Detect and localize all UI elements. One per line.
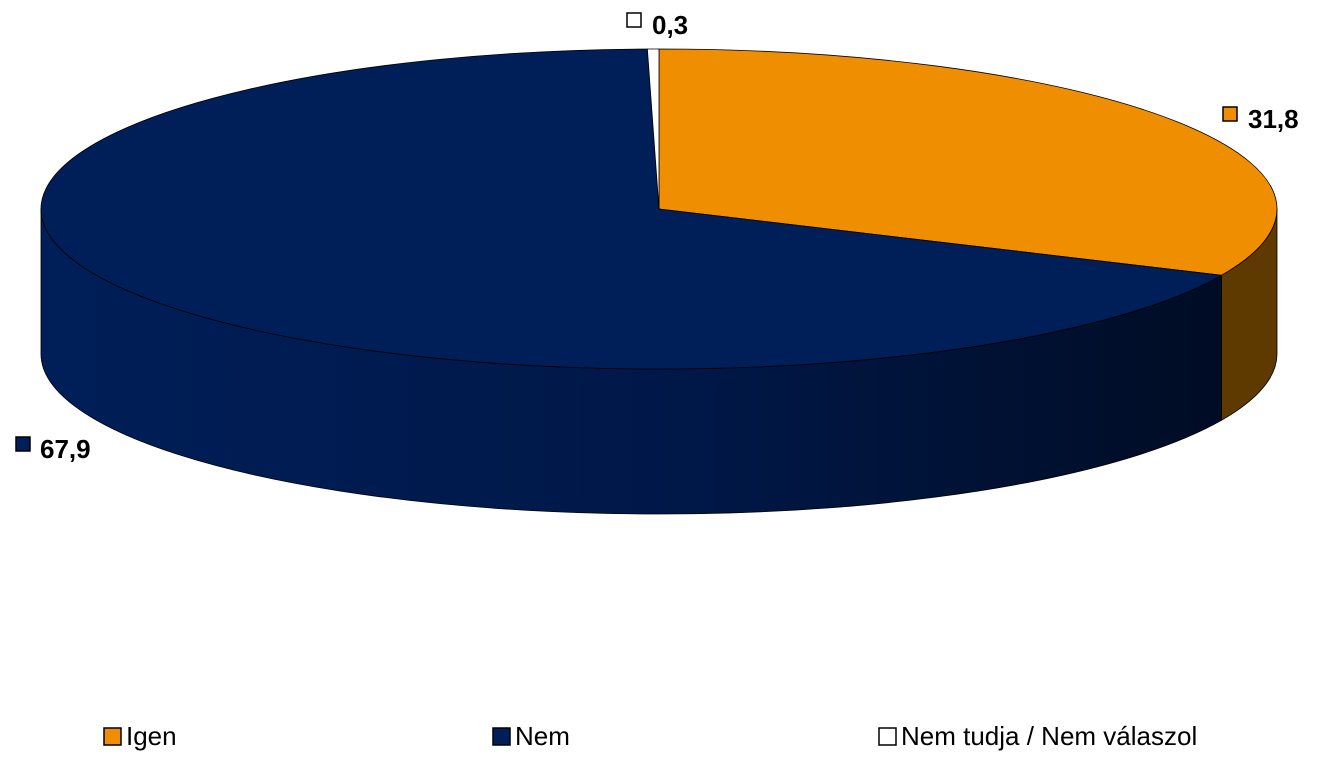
legend-swatch: [103, 727, 122, 746]
data-label-marker: [626, 12, 642, 28]
legend-swatch: [492, 727, 511, 746]
data-label: 67,9: [40, 434, 91, 464]
pie-slice-igen: [658, 48, 1278, 276]
legend-entry: Nem tudja / Nem válaszol: [901, 721, 1197, 751]
data-label: 31,8: [1248, 104, 1299, 134]
data-label-marker: [1222, 106, 1238, 122]
legend-entry: Igen: [126, 721, 177, 751]
legend-entry: Nem: [515, 721, 570, 751]
pie-slice-nem-tudja-nem-v-laszol: [646, 48, 660, 210]
legend-swatch: [878, 727, 897, 746]
data-label: 0,3: [652, 10, 688, 40]
data-label-marker: [15, 436, 31, 452]
pie-slice-nem: [40, 48, 1222, 370]
